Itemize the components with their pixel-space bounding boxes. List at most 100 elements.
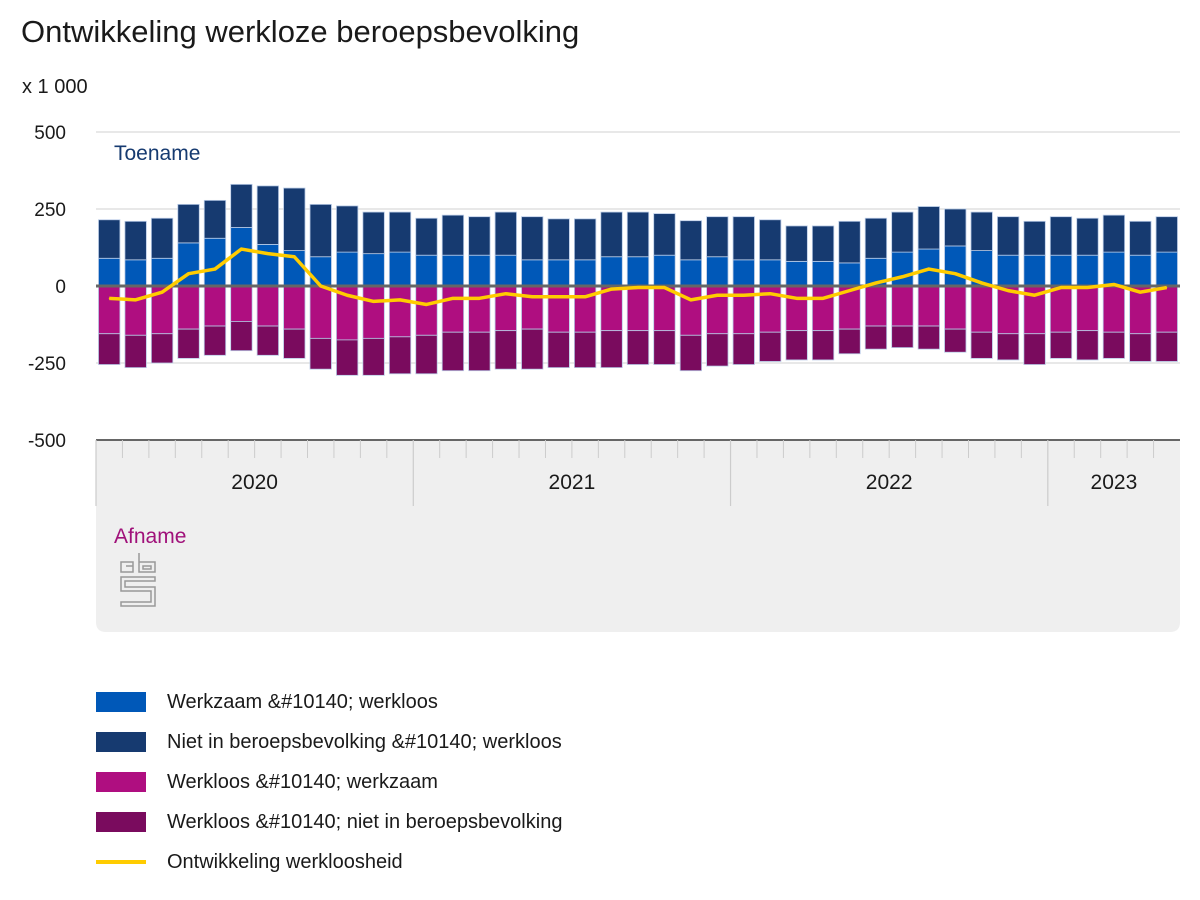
bar-0 — [1155, 251, 1178, 287]
bar-1 — [653, 213, 676, 256]
line-point — [1060, 287, 1062, 289]
annotation-toename: Toename — [114, 142, 200, 165]
bar-2 — [864, 285, 888, 327]
bar-0 — [759, 259, 782, 287]
bar-0 — [600, 256, 623, 287]
bar-2 — [177, 285, 200, 330]
line-point — [108, 297, 110, 299]
bar-0 — [732, 259, 755, 287]
line-point — [981, 282, 983, 284]
bar-3 — [124, 334, 147, 369]
bar-3 — [626, 330, 650, 365]
line-point — [1034, 294, 1036, 296]
legend-item[interactable]: Werkloos &#10140; niet in beroepsbevolki… — [96, 802, 562, 842]
bar-3 — [1076, 330, 1099, 361]
line-point — [320, 285, 322, 287]
bar-1 — [1155, 216, 1178, 253]
line-point — [1166, 287, 1168, 289]
bar-3 — [838, 328, 861, 355]
line-point — [663, 287, 665, 289]
bar-3 — [970, 331, 993, 359]
bar-2 — [706, 285, 729, 335]
bar-0 — [574, 259, 597, 287]
legend-swatch — [96, 692, 146, 712]
legend-item[interactable]: Werkzaam &#10140; werkloos — [96, 682, 562, 722]
line-point — [188, 273, 190, 275]
bar-0 — [362, 253, 385, 287]
bar-3 — [309, 337, 332, 370]
bar-1 — [574, 218, 597, 261]
line-point — [214, 268, 216, 270]
line-point — [584, 296, 586, 298]
bar-2 — [1076, 285, 1099, 332]
bar-3 — [759, 331, 782, 362]
bar-0 — [547, 259, 570, 287]
legend-swatch — [96, 860, 146, 864]
bar-0 — [811, 260, 835, 287]
bar-1 — [838, 220, 861, 264]
bar-1 — [388, 211, 412, 253]
bar-3 — [468, 331, 491, 372]
bar-1 — [864, 217, 888, 259]
chart-svg: 500 250 0 -250 -500 Toename Afname 2020 2021 2022… — [28, 123, 1180, 632]
bar-0 — [838, 262, 861, 287]
bar-3 — [547, 331, 570, 369]
bar-3 — [1023, 333, 1046, 365]
bar-3 — [415, 334, 438, 375]
bar-1 — [706, 216, 729, 258]
bar-1 — [732, 216, 755, 261]
bar-2 — [944, 285, 967, 330]
bar-3 — [150, 333, 174, 364]
bar-1 — [177, 203, 200, 244]
line-point — [954, 273, 956, 275]
legend-item[interactable]: Werkloos &#10140; werkzaam — [96, 762, 562, 802]
bar-2 — [1049, 285, 1073, 333]
bar-0 — [150, 257, 174, 287]
bar-3 — [1129, 333, 1152, 362]
line-point — [611, 288, 613, 290]
bar-0 — [1049, 254, 1073, 287]
bar-1 — [785, 225, 808, 262]
bar-2 — [811, 285, 835, 332]
bar-3 — [521, 328, 544, 370]
bar-0 — [626, 256, 650, 287]
line-point — [135, 299, 137, 301]
bar-1 — [1049, 216, 1073, 256]
bar-3 — [653, 330, 676, 365]
bar-1 — [468, 216, 491, 256]
legend-swatch — [96, 812, 146, 832]
bar-0 — [521, 259, 544, 287]
bar-1 — [811, 225, 835, 262]
legend-item[interactable]: Ontwikkeling werkloosheid — [96, 842, 562, 882]
bar-2 — [626, 285, 650, 332]
legend-item[interactable]: Niet in beroepsbevolking &#10140; werklo… — [96, 722, 562, 762]
line-point — [1007, 290, 1009, 292]
legend-label: Werkloos &#10140; werkzaam — [167, 770, 438, 793]
bar-3 — [388, 336, 412, 375]
cbs-logo — [120, 553, 156, 607]
line-point — [531, 296, 533, 298]
bar-3 — [997, 333, 1020, 361]
bar-1 — [547, 218, 570, 261]
bar-0 — [388, 251, 412, 287]
line-point — [240, 248, 242, 250]
bar-3 — [679, 334, 702, 372]
bar-0 — [124, 259, 147, 287]
legend: Werkzaam &#10140; werkloos Niet in beroep… — [96, 682, 562, 882]
line-point — [399, 299, 401, 301]
bar-3 — [230, 321, 253, 352]
line-point — [901, 276, 903, 278]
bar-0 — [468, 254, 491, 287]
bar-1 — [626, 211, 650, 258]
bar-3 — [177, 328, 200, 359]
unit-label: x 1 000 — [22, 76, 88, 98]
bar-1 — [256, 185, 279, 245]
bar-2 — [256, 285, 279, 327]
legend-label: Niet in beroepsbevolking &#10140; werklo… — [167, 730, 562, 753]
bar-1 — [521, 216, 544, 261]
bar-1 — [997, 216, 1020, 256]
bar-0 — [1102, 251, 1126, 287]
bar-0 — [706, 256, 729, 287]
bar-1 — [494, 211, 517, 256]
